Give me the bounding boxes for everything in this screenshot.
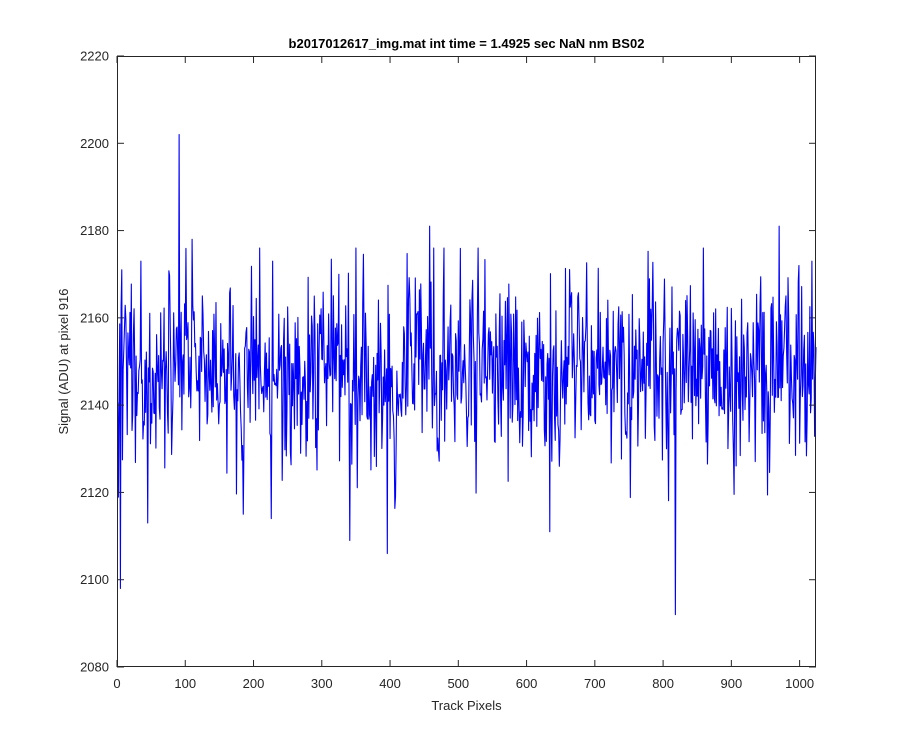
y-tick-label: 2200 [80,136,109,151]
line-layer [117,134,817,616]
axes-box [117,56,816,667]
y-tick-label: 2220 [80,49,109,64]
y-tick-label: 2160 [80,310,109,325]
ticks-layer: 0 100 200 300 400 500 600 700 800 900 1000 2080 2100… [80,49,816,691]
y-axis-label: Signal (ADU) at pixel 916 [56,289,71,435]
x-tick-label: 700 [584,676,606,691]
y-tick-label: 2080 [80,660,109,675]
x-axis-label: Track Pixels [431,698,502,713]
x-tick-label: 100 [174,676,196,691]
series-line-1 [117,134,817,616]
x-tick-label: 800 [652,676,674,691]
x-tick-label: 300 [311,676,333,691]
y-tick-label: 2180 [80,223,109,238]
x-tick-label: 0 [113,676,120,691]
y-tick-label: 2120 [80,485,109,500]
x-tick-label: 200 [243,676,265,691]
x-tick-label: 400 [379,676,401,691]
chart-title: b2017012617_img.mat int time = 1.4925 se… [289,36,645,51]
y-tick-label: 2100 [80,572,109,587]
x-tick-label: 600 [516,676,538,691]
x-tick-label: 1000 [785,676,814,691]
x-tick-label: 500 [447,676,469,691]
x-tick-label: 900 [721,676,743,691]
y-tick-label: 2140 [80,398,109,413]
